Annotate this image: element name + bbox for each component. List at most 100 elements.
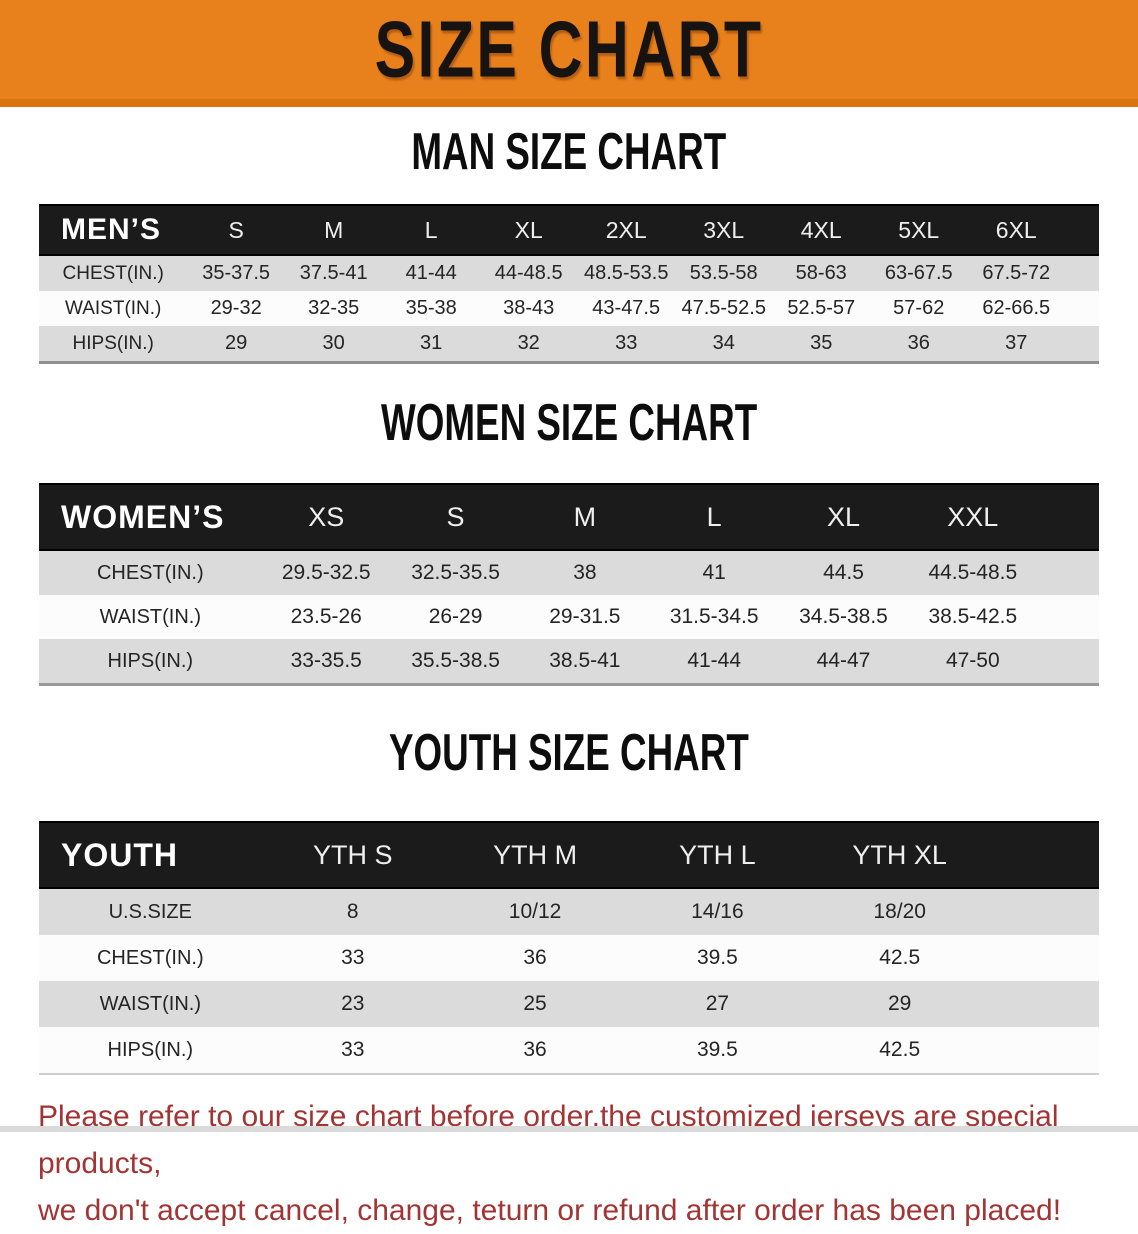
footer-note: Please refer to our size chart before or… — [0, 1093, 1138, 1234]
row-label: U.S.SIZE — [39, 888, 262, 935]
section-heading-text: WOMEN SIZE CHART — [380, 392, 758, 452]
column-header: 5XL — [870, 204, 968, 256]
size-cell: 67.5-72 — [967, 255, 1066, 291]
size-cell: 41-44 — [649, 639, 779, 685]
table-row: CHEST(IN.) 33 36 39.5 42.5 — [39, 935, 1099, 981]
row-spacer — [1037, 595, 1099, 639]
size-cell: 23 — [261, 981, 444, 1027]
size-cell: 31.5-34.5 — [649, 595, 779, 639]
row-label: HIPS(IN.) — [39, 1027, 262, 1074]
size-cell: 38.5-42.5 — [908, 595, 1038, 639]
table-row: CHEST(IN.) 29.5-32.5 32.5-35.5 38 41 44.5 44.5… — [39, 550, 1099, 595]
column-header: YTH XL — [808, 821, 991, 889]
table-row: CHEST(IN.) 35-37.5 37.5-41 41-44 44-48.5 48.5… — [39, 255, 1099, 291]
column-header: L — [649, 483, 779, 551]
size-section-mens: MAN SIZE CHART MEN’S S M L XL 2XL 3XL 4XL 5XL 6XL C… — [0, 121, 1138, 364]
size-cell: 48.5-53.5 — [577, 255, 675, 291]
column-header: YTH S — [261, 821, 444, 889]
table-row: HIPS(IN.) 33-35.5 35.5-38.5 38.5-41 41-44 44-… — [39, 639, 1099, 685]
table-corner-label: YOUTH — [39, 821, 262, 889]
size-cell: 44-47 — [778, 639, 909, 685]
section-heading-mens: MAN SIZE CHART — [0, 121, 1138, 184]
size-cell: 8 — [261, 888, 444, 935]
size-cell: 36 — [443, 1027, 627, 1074]
column-header: 3XL — [674, 204, 773, 256]
size-cell: 38.5-41 — [520, 639, 650, 685]
header-spacer — [1037, 483, 1099, 551]
banner-title: SIZE CHART — [374, 4, 764, 95]
size-cell: 57-62 — [870, 291, 968, 326]
size-cell: 29 — [187, 326, 285, 363]
table-row: WAIST(IN.) 29-32 32-35 35-38 38-43 43-47.5 47.… — [39, 291, 1099, 326]
size-cell: 32 — [479, 326, 578, 363]
size-cell: 47.5-52.5 — [674, 291, 773, 326]
size-cell: 36 — [443, 935, 627, 981]
size-cell: 42.5 — [808, 1027, 991, 1074]
row-spacer — [990, 1027, 1099, 1074]
header-row: MEN’S S M L XL 2XL 3XL 4XL 5XL 6XL — [39, 204, 1099, 256]
size-cell: 29-31.5 — [520, 595, 650, 639]
size-cell: 25 — [443, 981, 627, 1027]
section-heading-text: MAN SIZE CHART — [411, 121, 727, 181]
column-header: S — [187, 204, 285, 256]
row-label: WAIST(IN.) — [39, 291, 188, 326]
size-cell: 44-48.5 — [479, 255, 578, 291]
header-row: YOUTH YTH S YTH M YTH L YTH XL — [39, 821, 1099, 889]
size-cell: 10/12 — [443, 888, 627, 935]
size-cell: 58-63 — [772, 255, 870, 291]
size-cell: 41-44 — [382, 255, 480, 291]
size-cell: 27 — [626, 981, 809, 1027]
row-spacer — [1037, 639, 1099, 685]
size-cell: 34.5-38.5 — [778, 595, 909, 639]
size-cell: 29-32 — [187, 291, 285, 326]
section-heading-youth: YOUTH SIZE CHART — [0, 725, 1138, 785]
column-header: YTH M — [443, 821, 627, 889]
header-row: WOMEN’S XS S M L XL XXL — [39, 483, 1099, 551]
size-cell: 26-29 — [390, 595, 521, 639]
table-corner-label: WOMEN’S — [39, 483, 262, 551]
size-section-youth: YOUTH SIZE CHART YOUTH YTH S YTH M YTH L YTH … — [0, 725, 1138, 1075]
size-chart-banner: SIZE CHART — [0, 0, 1138, 107]
row-label: WAIST(IN.) — [39, 595, 262, 639]
row-spacer — [1065, 326, 1099, 363]
table-row: WAIST(IN.) 23 25 27 29 — [39, 981, 1099, 1027]
header-spacer — [1065, 204, 1099, 256]
column-header: XL — [778, 483, 909, 551]
row-spacer — [990, 981, 1099, 1027]
size-section-womens: WOMEN SIZE CHART WOMEN’S XS S M L XL XXL CHEST(I… — [0, 392, 1138, 686]
size-cell: 41 — [649, 550, 779, 595]
row-label: HIPS(IN.) — [39, 639, 262, 685]
column-header: M — [284, 204, 383, 256]
size-table-womens: WOMEN’S XS S M L XL XXL CHEST(IN.) 29.5-32.5 32.5… — [39, 483, 1099, 686]
size-cell: 32.5-35.5 — [390, 550, 521, 595]
section-heading-womens: WOMEN SIZE CHART — [0, 392, 1138, 455]
size-cell: 36 — [870, 326, 968, 363]
size-cell: 29.5-32.5 — [261, 550, 391, 595]
footer-line-2: we don't accept cancel, change, teturn o… — [38, 1194, 1062, 1227]
size-cell: 32-35 — [284, 291, 383, 326]
size-cell: 44.5-48.5 — [908, 550, 1038, 595]
column-header: XXL — [908, 483, 1038, 551]
size-cell: 38 — [520, 550, 650, 595]
table-row: HIPS(IN.) 33 36 39.5 42.5 — [39, 1027, 1099, 1074]
row-label: CHEST(IN.) — [39, 255, 188, 291]
header-spacer — [990, 821, 1099, 889]
row-spacer — [1037, 550, 1099, 595]
size-cell: 14/16 — [626, 888, 809, 935]
column-header: 2XL — [577, 204, 675, 256]
size-cell: 18/20 — [808, 888, 991, 935]
size-cell: 44.5 — [778, 550, 909, 595]
table-row: WAIST(IN.) 23.5-26 26-29 29-31.5 31.5-34.5 34… — [39, 595, 1099, 639]
size-cell: 35.5-38.5 — [390, 639, 521, 685]
column-header: YTH L — [626, 821, 809, 889]
row-label: CHEST(IN.) — [39, 550, 262, 595]
bottom-strip — [0, 1126, 1138, 1132]
size-cell: 33 — [261, 1027, 444, 1074]
size-cell: 30 — [284, 326, 383, 363]
row-spacer — [1065, 255, 1099, 291]
size-table-mens: MEN’S S M L XL 2XL 3XL 4XL 5XL 6XL CHEST(IN.) 35-37… — [39, 204, 1099, 364]
column-header: XS — [261, 483, 391, 551]
size-cell: 34 — [674, 326, 773, 363]
row-label: CHEST(IN.) — [39, 935, 262, 981]
size-cell: 31 — [382, 326, 480, 363]
